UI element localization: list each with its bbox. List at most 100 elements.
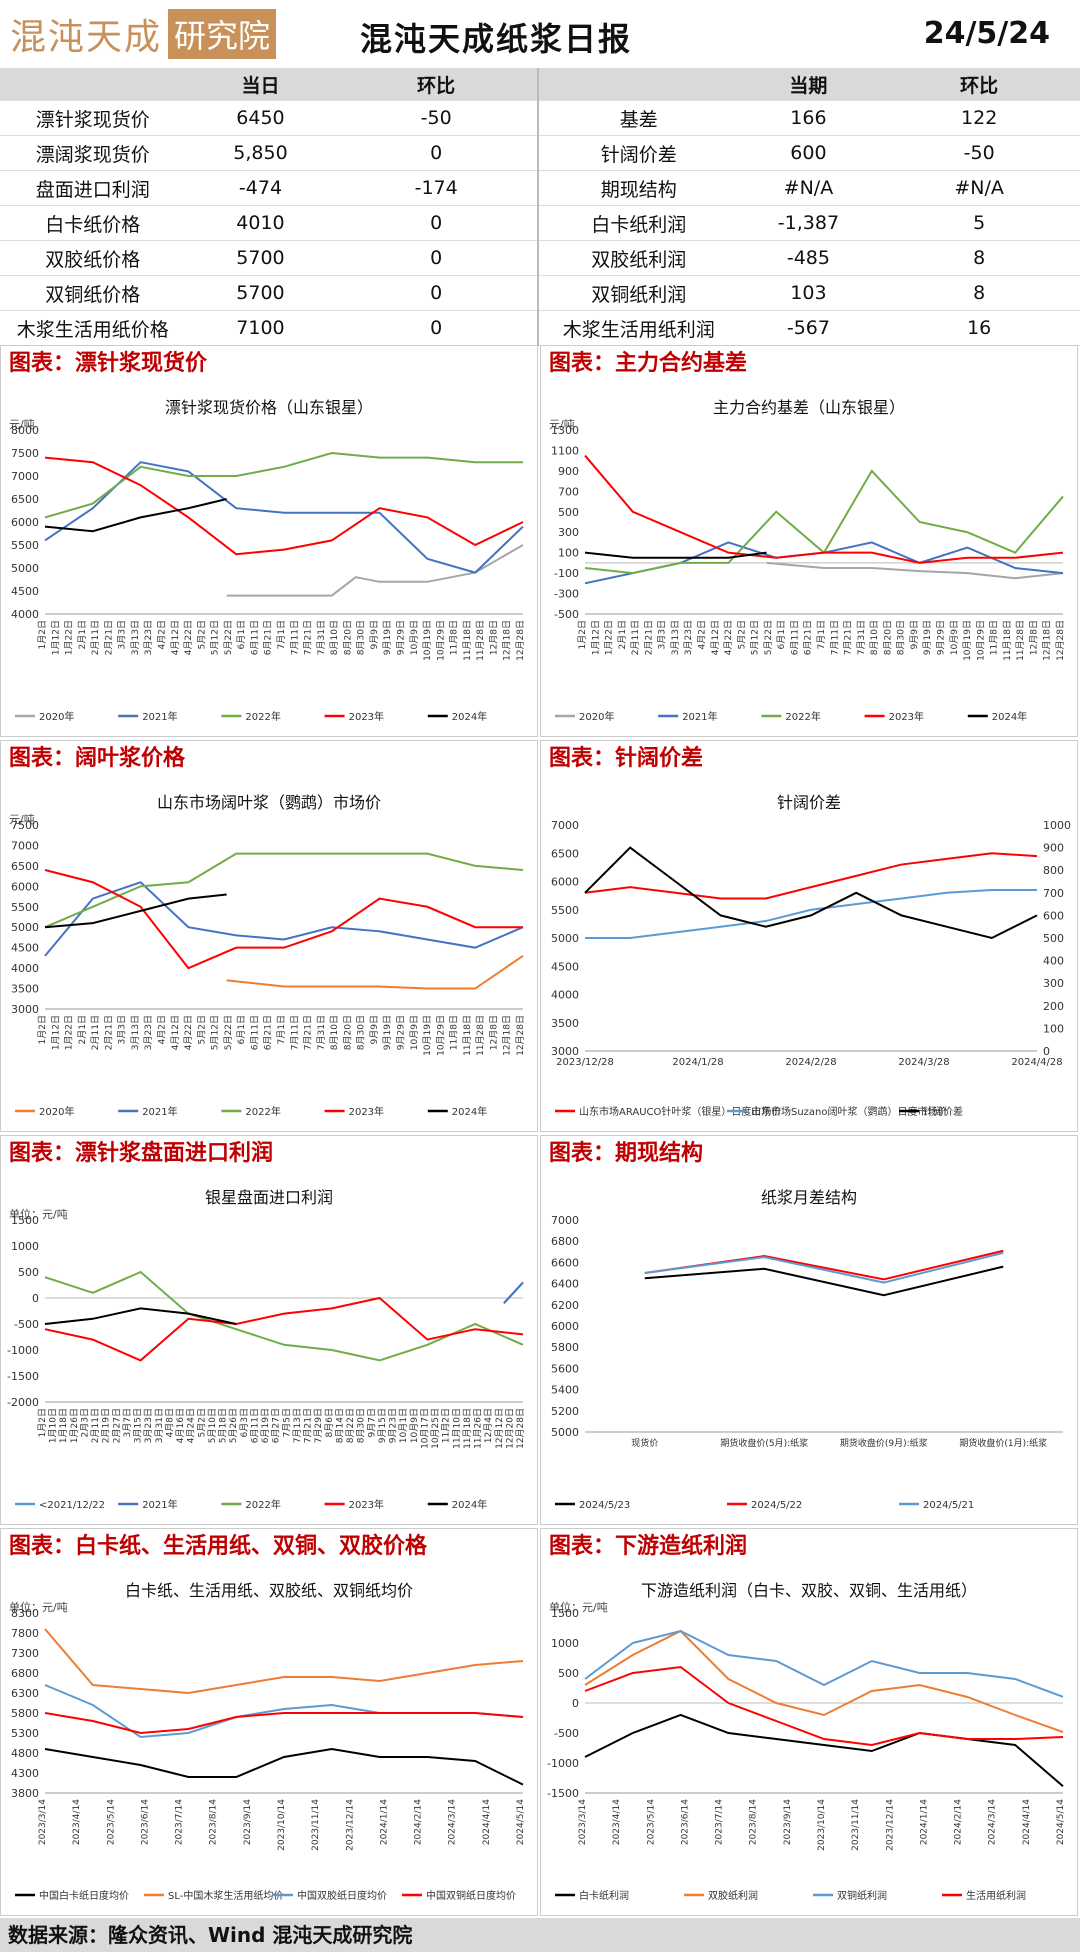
- x-tick-label: 1月2日: [37, 1015, 48, 1044]
- x-tick-label: 7月21日: [303, 1015, 314, 1050]
- y2-tick-label: 400: [1043, 955, 1064, 968]
- x-tick-label: 6月19日: [260, 1408, 271, 1443]
- y-tick-label: 8000: [11, 424, 39, 437]
- legend-label: 2024/5/21: [923, 1500, 974, 1511]
- chart-panel: 图表：主力合约基差 主力合约基差（山东银星） 元/吨 -500 -300 -100 100 3…: [540, 345, 1078, 737]
- y-tick-label: 5500: [11, 901, 39, 914]
- y-tick-label: 4000: [551, 989, 579, 1002]
- chart-svg: 4000 4500 5000 5500 6000 6500 7000 7500 8000 1月2日…: [11, 424, 526, 723]
- metric-change-right: 8: [878, 275, 1080, 311]
- x-tick-label: 2月11日: [90, 1015, 101, 1050]
- x-tick-label: 9月29日: [936, 620, 947, 655]
- x-tick-label: 6月11日: [789, 620, 800, 655]
- y-tick-label: 5500: [11, 539, 39, 552]
- y-tick-label: 6400: [551, 1278, 579, 1291]
- metric-value-right: -1,387: [738, 205, 879, 241]
- panel-heading: 图表：下游造纸利润: [541, 1529, 1077, 1565]
- x-tick-label: 7月11日: [829, 620, 840, 655]
- y-tick-label: 3800: [11, 1787, 39, 1800]
- x-tick-label: 8月6日: [324, 1408, 335, 1437]
- x-tick-label: 11月28日: [475, 1015, 486, 1056]
- summary-body: 漂针浆现货价 6450 -50 基差 166 122 漂阔浆现货价 5,850 0 针阔价差 600…: [0, 100, 1080, 346]
- y-tick-label: 5000: [11, 562, 39, 575]
- x-tick-label: 4月12日: [170, 1015, 181, 1050]
- y-tick-label: 5000: [551, 1426, 579, 1439]
- x-tick-label: 4月22日: [183, 1015, 194, 1050]
- chart-svg: 3800 4300 4800 5300 5800 6300 6800 7300 7800 8300…: [11, 1607, 526, 1902]
- panel-heading: 图表：针阔价差: [541, 741, 1077, 777]
- x-tick-label: 12月18日: [502, 620, 513, 661]
- chart-panel: 图表：漂针浆现货价 漂针浆现货价格（山东银星） 元/吨 4000 4500 5000 550…: [0, 345, 538, 737]
- x-tick-label: 2月1日: [617, 620, 628, 649]
- y-tick-label: 4000: [11, 962, 39, 975]
- x-tick-label: 8月20日: [342, 620, 353, 655]
- metric-name: 漂针浆现货价: [0, 100, 186, 136]
- unit-label: 单位：元/吨: [549, 1601, 608, 1614]
- metric-value: -474: [185, 170, 336, 206]
- metric-name-right: 基差: [536, 100, 739, 136]
- x-category-label: 现货价: [631, 1437, 658, 1449]
- y-tick-label: 3500: [11, 983, 39, 996]
- x-tick-label: 9月19日: [382, 1015, 393, 1050]
- x-tick-label: 2023/11/14: [851, 1799, 861, 1851]
- chart-title: 主力合约基差（山东银星）: [712, 398, 905, 417]
- x-tick-label: 11月8日: [449, 620, 460, 655]
- legend-label: 山东市场Suzano阔叶浆（鹦鹉）日度市场价: [751, 1105, 948, 1118]
- x-tick-label: 2023/3/14: [578, 1799, 588, 1845]
- x-tick-label: 10月9日: [409, 620, 420, 655]
- y-tick-label: 6000: [11, 516, 39, 529]
- legend-label: 白卡纸利润: [579, 1889, 629, 1902]
- x-tick-label: 5月12日: [210, 1015, 221, 1050]
- x-tick-label: 10月19日: [962, 620, 973, 661]
- x-tick-label: 6月1日: [236, 1015, 247, 1044]
- x-tick-label: 2023/9/14: [783, 1799, 793, 1845]
- y-tick-label: 3500: [551, 1017, 579, 1030]
- x-tick-label: 2月19日: [101, 1408, 112, 1443]
- y-tick-label: 1300: [551, 424, 579, 437]
- x-tick-label: 4月22日: [723, 620, 734, 655]
- y-tick-label: 700: [558, 485, 579, 498]
- x-tick-label: 9月9日: [369, 620, 380, 649]
- series-line: [44, 498, 227, 533]
- x-tick-label: 2024/2/14: [954, 1799, 964, 1845]
- legend-label: 2023年: [349, 710, 384, 723]
- x-tick-label: 12月4日: [483, 1408, 494, 1443]
- y-tick-label: 5800: [11, 1707, 39, 1720]
- metric-value: 5,850: [185, 135, 336, 171]
- x-tick-label: 12月28日: [515, 1408, 526, 1449]
- metric-change-right: 5: [878, 205, 1080, 241]
- summary-header-period: 当期: [738, 68, 879, 101]
- x-tick-label: 3月13日: [130, 1015, 141, 1050]
- metric-name-right: 针阔价差: [536, 135, 739, 171]
- y-tick-label: 6500: [551, 847, 579, 860]
- metric-value: 5700: [185, 275, 336, 311]
- y2-tick-label: 100: [1043, 1022, 1064, 1035]
- x-tick-label: 7月21日: [303, 620, 314, 655]
- chart-title: 山东市场阔叶浆（鹦鹉）市场价: [156, 793, 381, 812]
- x-tick-label: 12月28日: [1055, 620, 1066, 661]
- x-tick-label: 7月13日: [292, 1408, 303, 1443]
- x-tick-label: 2月21日: [103, 1015, 114, 1050]
- x-tick-label: 2月21日: [643, 620, 654, 655]
- metric-name: 白卡纸价格: [0, 205, 186, 241]
- y-tick-label: 6200: [551, 1299, 579, 1312]
- x-tick-label: 7月31日: [316, 1015, 327, 1050]
- y-tick-label: 900: [558, 465, 579, 478]
- metric-change: 0: [335, 310, 538, 346]
- unit-label: 单位：元/吨: [9, 1208, 68, 1221]
- y-tick-label: 1500: [551, 1607, 579, 1620]
- x-tick-label: 1月12日: [50, 1015, 61, 1050]
- y-tick-label: 500: [558, 506, 579, 519]
- report-date: 24/5/24: [923, 16, 1050, 51]
- y-tick-label: 4000: [11, 608, 39, 621]
- x-tick-label: 2023/5/14: [646, 1799, 656, 1845]
- x-tick-label: 2023/4/14: [612, 1799, 622, 1845]
- y-tick-label: 7500: [11, 447, 39, 460]
- x-tick-label: 8月30日: [356, 1015, 367, 1050]
- x-tick-label: 1月12日: [590, 620, 601, 655]
- legend-label: 2022年: [245, 1498, 280, 1511]
- metric-change-right: 16: [878, 310, 1080, 346]
- x-tick-label: 2023/6/14: [140, 1799, 150, 1845]
- x-category-label: 期货收盘价(5月):纸浆: [720, 1437, 808, 1449]
- chart-title: 纸浆月差结构: [760, 1188, 857, 1207]
